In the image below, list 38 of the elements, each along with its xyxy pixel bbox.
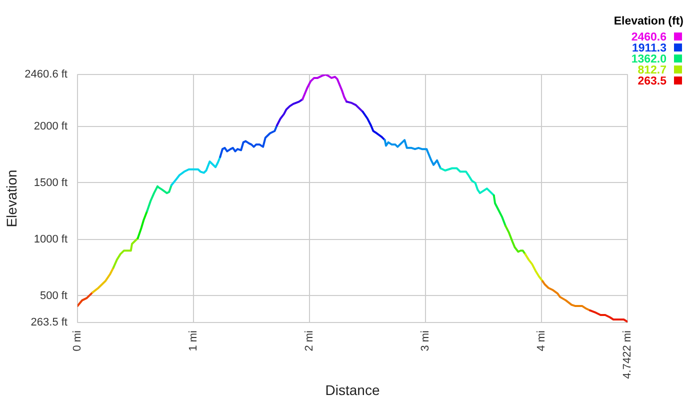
line-series [504,224,526,256]
y-tick-label: 1500 ft [34,176,68,189]
line-series [112,237,139,269]
x-tick-label: 2 mi [303,330,316,352]
line-series [170,156,222,186]
y-tick-label: 2000 ft [34,120,68,132]
line-series [492,194,506,227]
x-tick-label: 4 mi [535,330,548,352]
x-tick-label: 0 mi [72,330,84,352]
line-series [524,253,544,282]
x-axis-title: Distance [325,382,380,398]
line-series [362,110,386,142]
x-tick-label: 4.7422 mi [622,330,634,379]
line-series [136,210,148,240]
line-series [146,184,172,212]
x-tick-label: 3 mi [419,330,432,352]
line-series [589,309,628,322]
color-bar-label: 1911.3 [632,42,667,54]
line-series [346,100,364,113]
y-tick-label: 2460.6 ft [24,68,68,80]
line-series [78,291,94,307]
line-series [384,139,442,170]
line-series [440,167,495,196]
color-bar-label: 1362.0 [631,54,667,66]
color-bar-label: 2460.6 [631,32,667,44]
line-series [542,280,592,312]
line-series [92,266,114,294]
color-bar-label: 263.5 [638,76,668,88]
color-bar-title: Elevation (ft) [614,16,684,28]
color-bar-label: 812.7 [638,64,667,76]
y-axis-title: Elevation [4,170,20,228]
y-tick-label: 1000 ft [34,233,68,246]
line-series [302,74,348,103]
line-series [276,98,304,126]
x-tick-label: 1 mi [187,330,200,352]
y-tick-label: 263.5 ft [30,316,68,328]
line-series [219,124,278,158]
y-tick-label: 500 ft [40,290,68,302]
